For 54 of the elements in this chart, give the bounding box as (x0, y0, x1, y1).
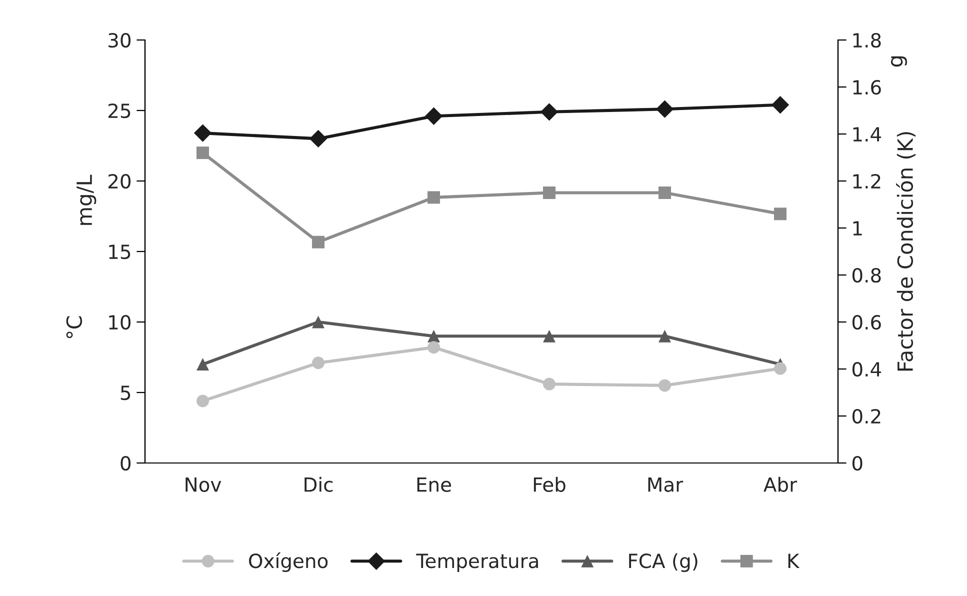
point (543, 330, 556, 342)
y-tick-label: 20 (108, 174, 131, 189)
point (309, 130, 328, 148)
text: mg/L (76, 174, 96, 225)
legend-label: Oxígeno (249, 552, 328, 572)
point (196, 394, 209, 408)
point (771, 96, 790, 114)
y2-tick-label: 0.8 (852, 268, 881, 283)
x-tick-label: Nov (186, 477, 222, 492)
x-tick-label: Mar (648, 477, 684, 492)
point (424, 107, 443, 125)
y-tick-label: 10 (109, 314, 131, 330)
y-tick-label: 0 (120, 456, 131, 471)
y2-tick-label: 1.2 (853, 174, 880, 188)
y2-axis-title: Factor de Condición (K) (896, 132, 916, 371)
y2-tick-label: 0 (852, 456, 862, 471)
point (194, 124, 212, 142)
point (428, 191, 440, 204)
y2-tick-label: 0.4 (852, 362, 882, 377)
point (196, 146, 209, 160)
point (312, 316, 324, 328)
point (774, 362, 786, 375)
point (658, 330, 671, 342)
point (774, 208, 786, 220)
point (312, 236, 324, 248)
point (196, 358, 209, 371)
x-tick-label: Dic (304, 476, 333, 492)
text: g (890, 56, 907, 67)
point (428, 330, 440, 342)
x-tick-label: Feb (534, 476, 566, 492)
point (656, 100, 674, 118)
y-tick-label: 5 (120, 386, 130, 400)
y2-tick-label: 0.2 (852, 408, 880, 424)
x-tick-label: Abr (764, 476, 798, 492)
point (540, 103, 558, 121)
point (658, 379, 671, 392)
point (543, 378, 556, 390)
y2-tick-label: 1.4 (853, 127, 882, 142)
legend-label: Temperatura (416, 554, 538, 572)
point (428, 341, 440, 354)
point (312, 356, 324, 370)
x-tick-label: Ene (417, 477, 451, 492)
y2-tick-label: 1.6 (853, 80, 881, 95)
y2-tick-label: 0.6 (852, 314, 881, 330)
y-axis-title: °C (66, 316, 82, 338)
y-tick-label: 25 (108, 103, 130, 118)
y2-tick-label: 1.8 (853, 32, 881, 48)
point (543, 186, 556, 199)
y2-tick-label: 1 (853, 221, 862, 236)
y-tick-label: 30 (108, 32, 131, 48)
point (658, 186, 671, 199)
y-tick-label: 15 (109, 244, 130, 260)
legend-label: K (788, 554, 800, 568)
legend-label: FCA (g) (629, 553, 698, 572)
